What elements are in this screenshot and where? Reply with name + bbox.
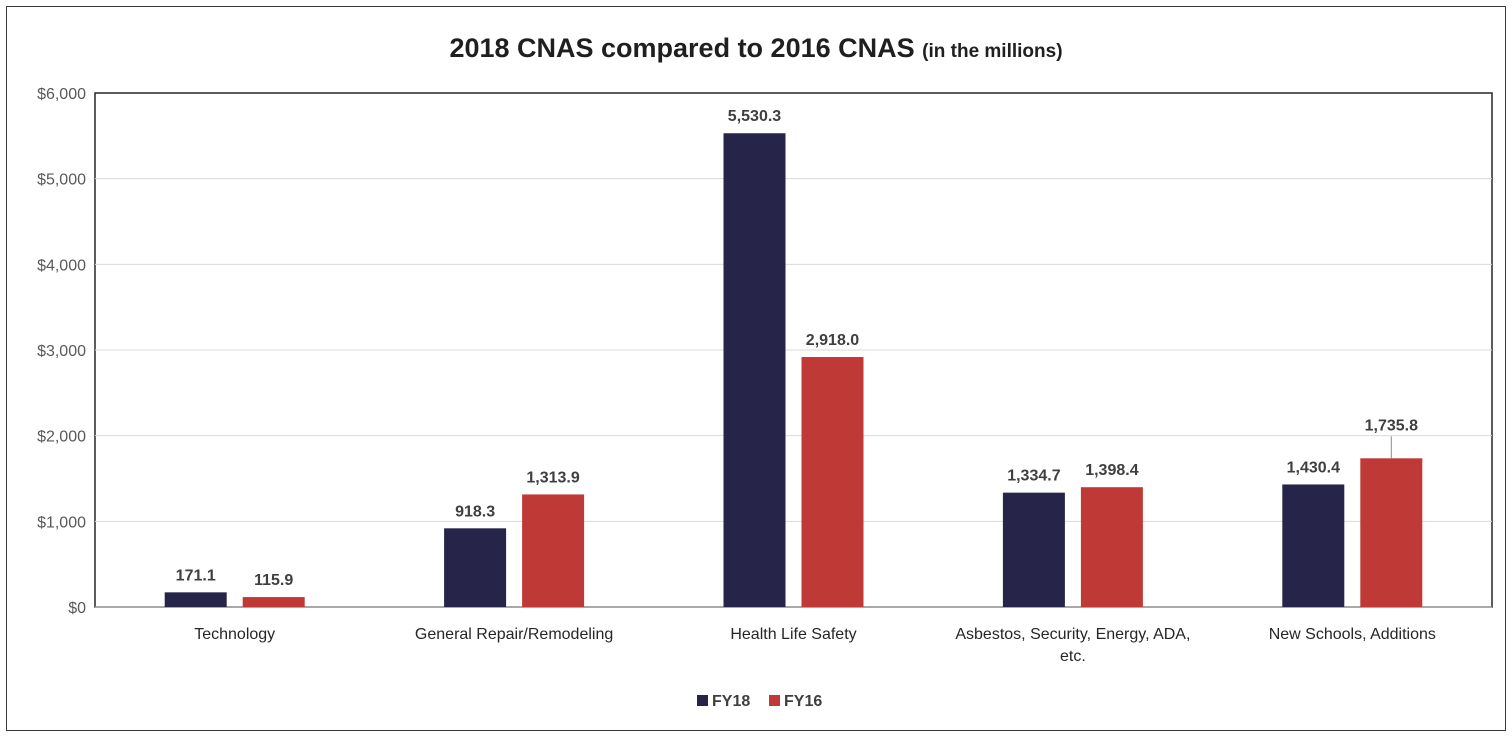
bar-fy18 <box>1282 484 1345 607</box>
legend-swatch-fy16 <box>769 695 780 706</box>
y-tick-label: $6,000 <box>37 86 86 103</box>
data-label: 1,334.7 <box>1007 468 1060 485</box>
y-tick-label: $3,000 <box>37 343 86 360</box>
x-tick-label: Health Life Safety <box>730 626 856 643</box>
legend-label-fy18: FY18 <box>712 693 750 710</box>
legend-label-fy16: FY16 <box>784 693 822 710</box>
y-tick-label: $0 <box>68 600 86 617</box>
bar-fy16 <box>801 357 864 607</box>
y-tick-label: $4,000 <box>37 257 86 274</box>
y-tick-label: $2,000 <box>37 429 86 446</box>
data-label: 171.1 <box>176 567 216 584</box>
data-label: 115.9 <box>254 572 293 589</box>
bar-fy16 <box>1080 487 1143 607</box>
bar-fy18 <box>164 592 227 607</box>
data-label: 1,735.8 <box>1365 417 1418 434</box>
bar-fy16 <box>1360 458 1423 607</box>
bar-fy16 <box>242 597 305 607</box>
x-tick-label: New Schools, Additions <box>1269 626 1436 643</box>
bar-fy16 <box>522 494 585 607</box>
y-tick-label: $5,000 <box>37 172 86 189</box>
x-tick-label: General Repair/Remodeling <box>415 626 613 643</box>
x-tick-label: Asbestos, Security, Energy, ADA, <box>955 626 1190 643</box>
bar-fy18 <box>444 528 507 607</box>
x-tick-label: Technology <box>194 626 275 643</box>
chart-title-main: 2018 CNAS compared to 2016 CNAS <box>449 33 915 63</box>
chart-title: 2018 CNAS compared to 2016 CNAS (in the … <box>0 33 1512 64</box>
data-label: 1,313.9 <box>526 469 579 486</box>
bar-fy18 <box>723 133 786 607</box>
y-tick-label: $1,000 <box>37 514 86 531</box>
data-label: 2,918.0 <box>806 332 859 349</box>
legend-swatch-fy18 <box>697 695 708 706</box>
data-label: 918.3 <box>455 503 495 520</box>
data-label: 1,430.4 <box>1287 459 1340 476</box>
bar-fy18 <box>1002 492 1065 607</box>
data-label: 5,530.3 <box>728 108 781 125</box>
x-tick-label: etc. <box>1060 648 1086 665</box>
chart-title-subtitle: (in the millions) <box>922 41 1063 62</box>
data-label: 1,398.4 <box>1085 462 1138 479</box>
